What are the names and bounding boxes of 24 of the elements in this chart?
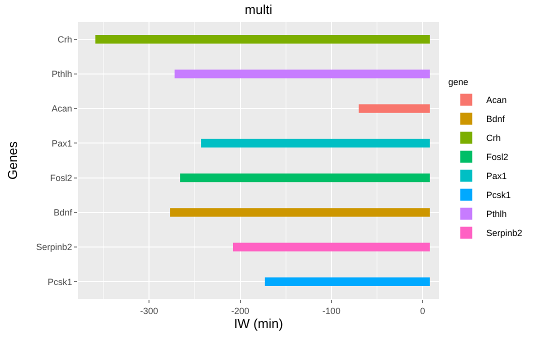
- y-tick-label: Pcsk1: [48, 276, 72, 287]
- y-tick-label: Pax1: [52, 138, 72, 148]
- legend-title: gene: [448, 77, 468, 88]
- legend-label: Acan: [486, 95, 507, 106]
- chart-title: multi: [244, 2, 272, 18]
- x-tick-label: -100: [322, 306, 340, 316]
- y-tick-label: Crh: [58, 34, 72, 44]
- y-tick-label: Fosl2: [50, 172, 72, 183]
- y-tick-label: Acan: [52, 104, 72, 114]
- y-axis-title: Genes: [5, 140, 20, 180]
- legend-label: Pcsk1: [486, 190, 511, 200]
- legend-label: Fosl2: [486, 152, 508, 162]
- legend-label: Pax1: [486, 171, 507, 182]
- x-tick-label: 0: [420, 306, 426, 316]
- legend-label: Pthlh: [486, 209, 507, 220]
- y-tick-label: Pthlh: [52, 69, 72, 80]
- x-tick-label: -200: [231, 306, 250, 316]
- y-tick-label: Bdnf: [54, 208, 73, 218]
- legend-label: Crh: [486, 133, 501, 144]
- y-tick-label: Serpinb2: [36, 242, 72, 252]
- x-axis-title: IW (min): [234, 316, 284, 331]
- legend-label: Bdnf: [486, 114, 506, 124]
- x-tick-label: -300: [140, 306, 158, 316]
- legend-label: Serpinb2: [486, 228, 522, 238]
